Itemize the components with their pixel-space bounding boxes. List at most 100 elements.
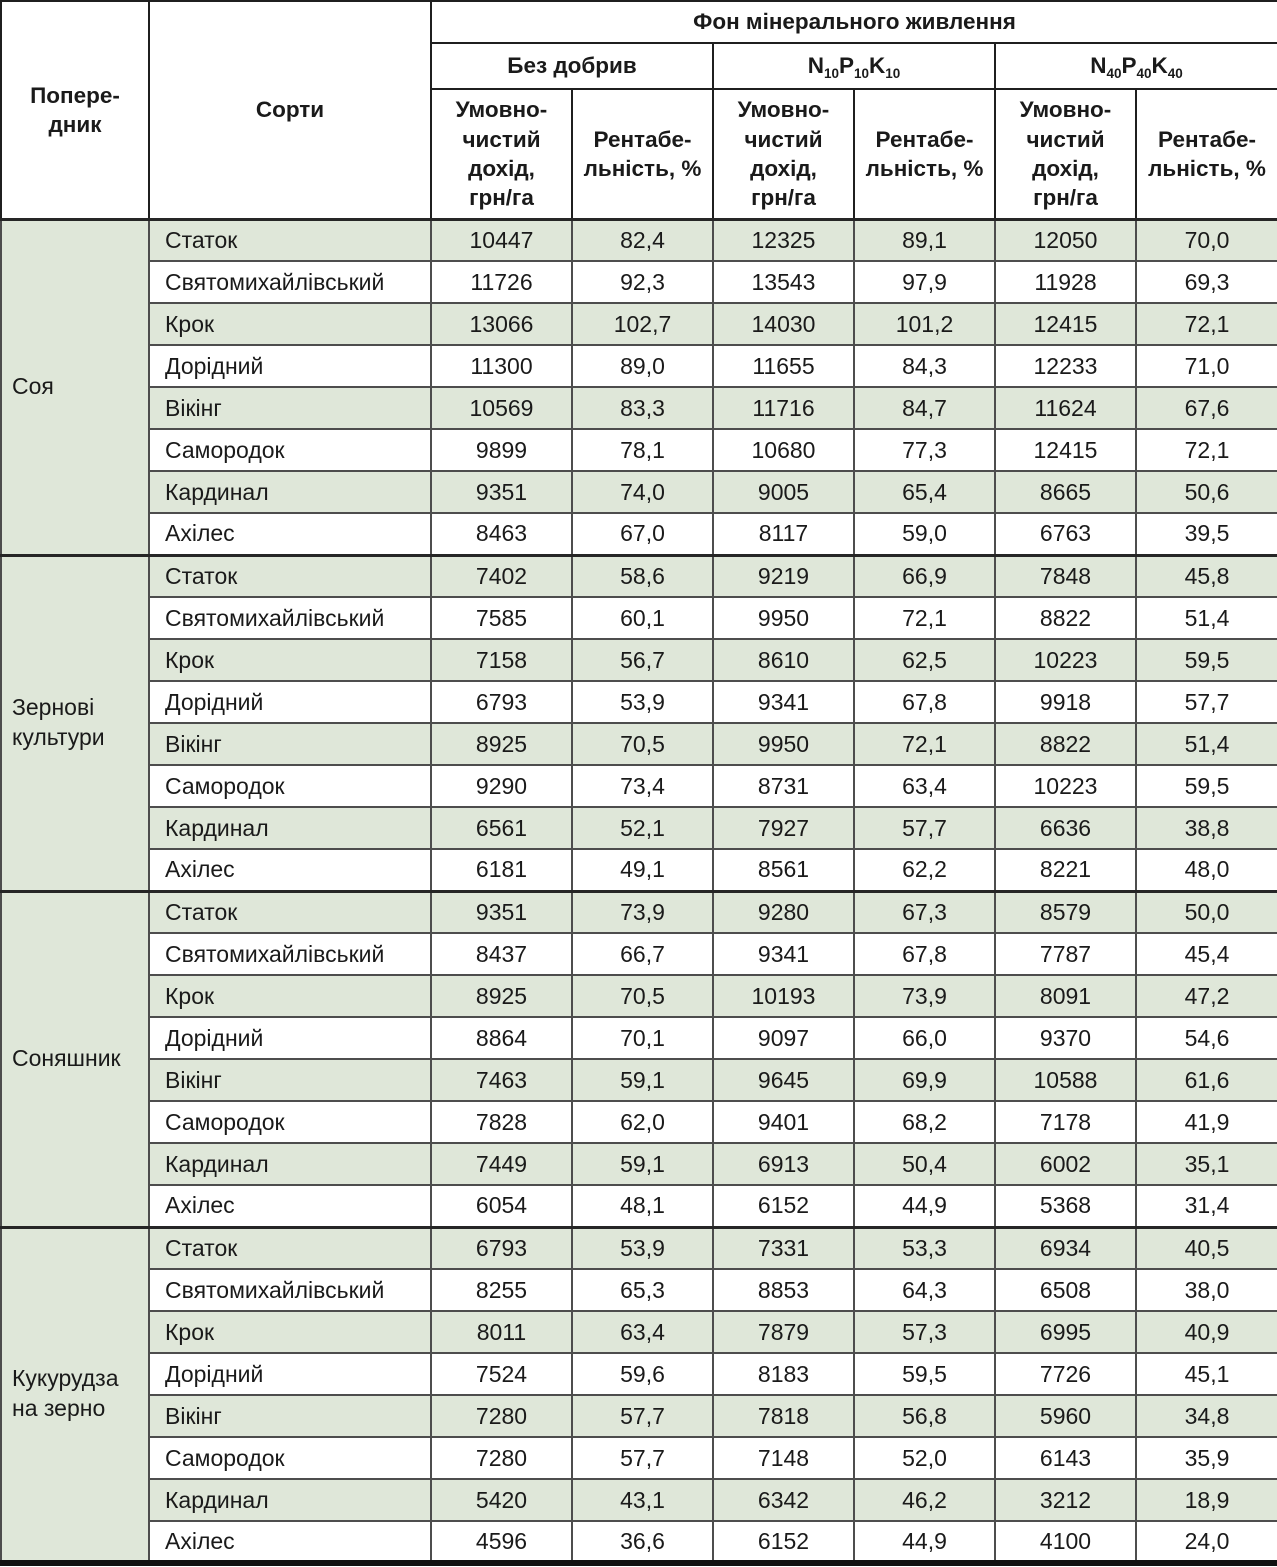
value-cell: 53,3 — [853, 1225, 996, 1270]
variety-cell: Статок — [148, 1225, 432, 1270]
value-cell: 53,9 — [571, 680, 714, 724]
variety-cell: Крок — [148, 302, 432, 346]
col-header-profitability-npk10: Рентабе- льність, % — [853, 88, 996, 220]
value-cell: 4596 — [430, 1520, 573, 1564]
value-cell: 70,5 — [571, 974, 714, 1018]
value-cell: 74,0 — [571, 470, 714, 514]
value-cell: 7585 — [430, 596, 573, 640]
table-row: Ахілес 6181 49,1 8561 62,2 8221 48,0 — [1, 848, 1277, 892]
value-cell: 9341 — [712, 680, 855, 724]
value-cell: 10680 — [712, 428, 855, 472]
value-cell: 41,9 — [1135, 1100, 1277, 1144]
value-cell: 6934 — [994, 1225, 1137, 1270]
value-cell: 5420 — [430, 1478, 573, 1522]
value-cell: 60,1 — [571, 596, 714, 640]
value-cell: 73,9 — [853, 974, 996, 1018]
value-cell: 11716 — [712, 386, 855, 430]
value-cell: 6152 — [712, 1184, 855, 1228]
value-cell: 8561 — [712, 848, 855, 892]
value-cell: 9950 — [712, 596, 855, 640]
value-cell: 13066 — [430, 302, 573, 346]
variety-cell: Статок — [148, 889, 432, 934]
value-cell: 9280 — [712, 889, 855, 934]
variety-cell: Вікінг — [148, 1394, 432, 1438]
value-cell: 7148 — [712, 1436, 855, 1480]
col-header-no-fertilizer: Без добрив — [430, 42, 714, 90]
col-header-income-npk10: Умовно- чистий дохід, грн/га — [712, 88, 855, 220]
value-cell: 51,4 — [1135, 596, 1277, 640]
value-cell: 13543 — [712, 260, 855, 304]
formula-subscript: 10 — [853, 66, 870, 82]
value-cell: 9645 — [712, 1058, 855, 1102]
table-row: Дорідний 6793 53,9 9341 67,8 9918 57,7 — [1, 680, 1277, 724]
value-cell: 52,1 — [571, 806, 714, 850]
value-cell: 8610 — [712, 638, 855, 682]
table-row: Дорідний 11300 89,0 11655 84,3 12233 71,0 — [1, 344, 1277, 388]
col-header-profitability-no-fertilizer: Рентабе- льність, % — [571, 88, 714, 220]
formula-subscript: 40 — [1167, 66, 1183, 82]
value-cell: 63,4 — [571, 1310, 714, 1354]
value-cell: 40,5 — [1135, 1225, 1277, 1270]
value-cell: 9950 — [712, 722, 855, 766]
value-cell: 7818 — [712, 1394, 855, 1438]
table-row: Самородок 9290 73,4 8731 63,4 10223 59,5 — [1, 764, 1277, 808]
value-cell: 7524 — [430, 1352, 573, 1396]
variety-cell: Кардинал — [148, 806, 432, 850]
value-cell: 70,5 — [571, 722, 714, 766]
value-cell: 12415 — [994, 302, 1137, 346]
value-cell: 67,3 — [853, 889, 996, 934]
value-cell: 64,3 — [853, 1268, 996, 1312]
value-cell: 6342 — [712, 1478, 855, 1522]
value-cell: 6763 — [994, 512, 1137, 556]
col-header-income-npk40: Умовно- чистий дохід, грн/га — [994, 88, 1137, 220]
predecessor-cell: Кукурудза на зерно — [0, 1225, 150, 1564]
value-cell: 57,7 — [1135, 680, 1277, 724]
value-cell: 9899 — [430, 428, 573, 472]
table-row: Самородок 7828 62,0 9401 68,2 7178 41,9 — [1, 1100, 1277, 1144]
value-cell: 7280 — [430, 1394, 573, 1438]
value-cell: 50,4 — [853, 1142, 996, 1186]
variety-cell: Святомихайлівський — [148, 932, 432, 976]
value-cell: 72,1 — [1135, 428, 1277, 472]
value-cell: 49,1 — [571, 848, 714, 892]
table-row: Святомихайлівський 7585 60,1 9950 72,1 8822 51… — [1, 596, 1277, 640]
variety-cell: Кардинал — [148, 1478, 432, 1522]
table-row: Кардинал 6561 52,1 7927 57,7 6636 38,8 — [1, 806, 1277, 850]
table-row: Соя Статок 10447 82,4 12325 89,1 12050 70,0 — [0, 217, 1277, 556]
variety-cell: Крок — [148, 974, 432, 1018]
variety-cell: Самородок — [148, 1100, 432, 1144]
value-cell: 7927 — [712, 806, 855, 850]
value-cell: 10223 — [994, 638, 1137, 682]
value-cell: 6054 — [430, 1184, 573, 1228]
value-cell: 67,8 — [853, 932, 996, 976]
value-cell: 84,3 — [853, 344, 996, 388]
value-cell: 38,0 — [1135, 1268, 1277, 1312]
value-cell: 11655 — [712, 344, 855, 388]
table-row: Кардинал 5420 43,1 6342 46,2 3212 18,9 — [1, 1478, 1277, 1522]
value-cell: 11624 — [994, 386, 1137, 430]
value-cell: 72,1 — [853, 596, 996, 640]
value-cell: 10223 — [994, 764, 1137, 808]
value-cell: 8822 — [994, 722, 1137, 766]
variety-cell: Самородок — [148, 764, 432, 808]
value-cell: 6636 — [994, 806, 1137, 850]
value-cell: 7828 — [430, 1100, 573, 1144]
header-row-3: Умовно- чистий дохід, грн/га Рентабе- ль… — [1, 88, 1277, 220]
table-row: Дорідний 8864 70,1 9097 66,0 9370 54,6 — [1, 1016, 1277, 1060]
value-cell: 8822 — [994, 596, 1137, 640]
value-cell: 73,9 — [571, 889, 714, 934]
value-cell: 8437 — [430, 932, 573, 976]
value-cell: 89,1 — [853, 217, 996, 262]
value-cell: 44,9 — [853, 1520, 996, 1564]
value-cell: 4100 — [994, 1520, 1137, 1564]
table-row: Ахілес 6054 48,1 6152 44,9 5368 31,4 — [1, 1184, 1277, 1228]
variety-cell: Святомихайлівський — [148, 596, 432, 640]
value-cell: 9918 — [994, 680, 1137, 724]
value-cell: 67,0 — [571, 512, 714, 556]
value-cell: 70,1 — [571, 1016, 714, 1060]
value-cell: 70,0 — [1135, 217, 1277, 262]
table-row: Вікінг 8925 70,5 9950 72,1 8822 51,4 — [1, 722, 1277, 766]
header-row-1: Попере- дник Сорти Фон мінерального живл… — [0, 0, 1277, 220]
variety-cell: Дорідний — [148, 680, 432, 724]
value-cell: 34,8 — [1135, 1394, 1277, 1438]
